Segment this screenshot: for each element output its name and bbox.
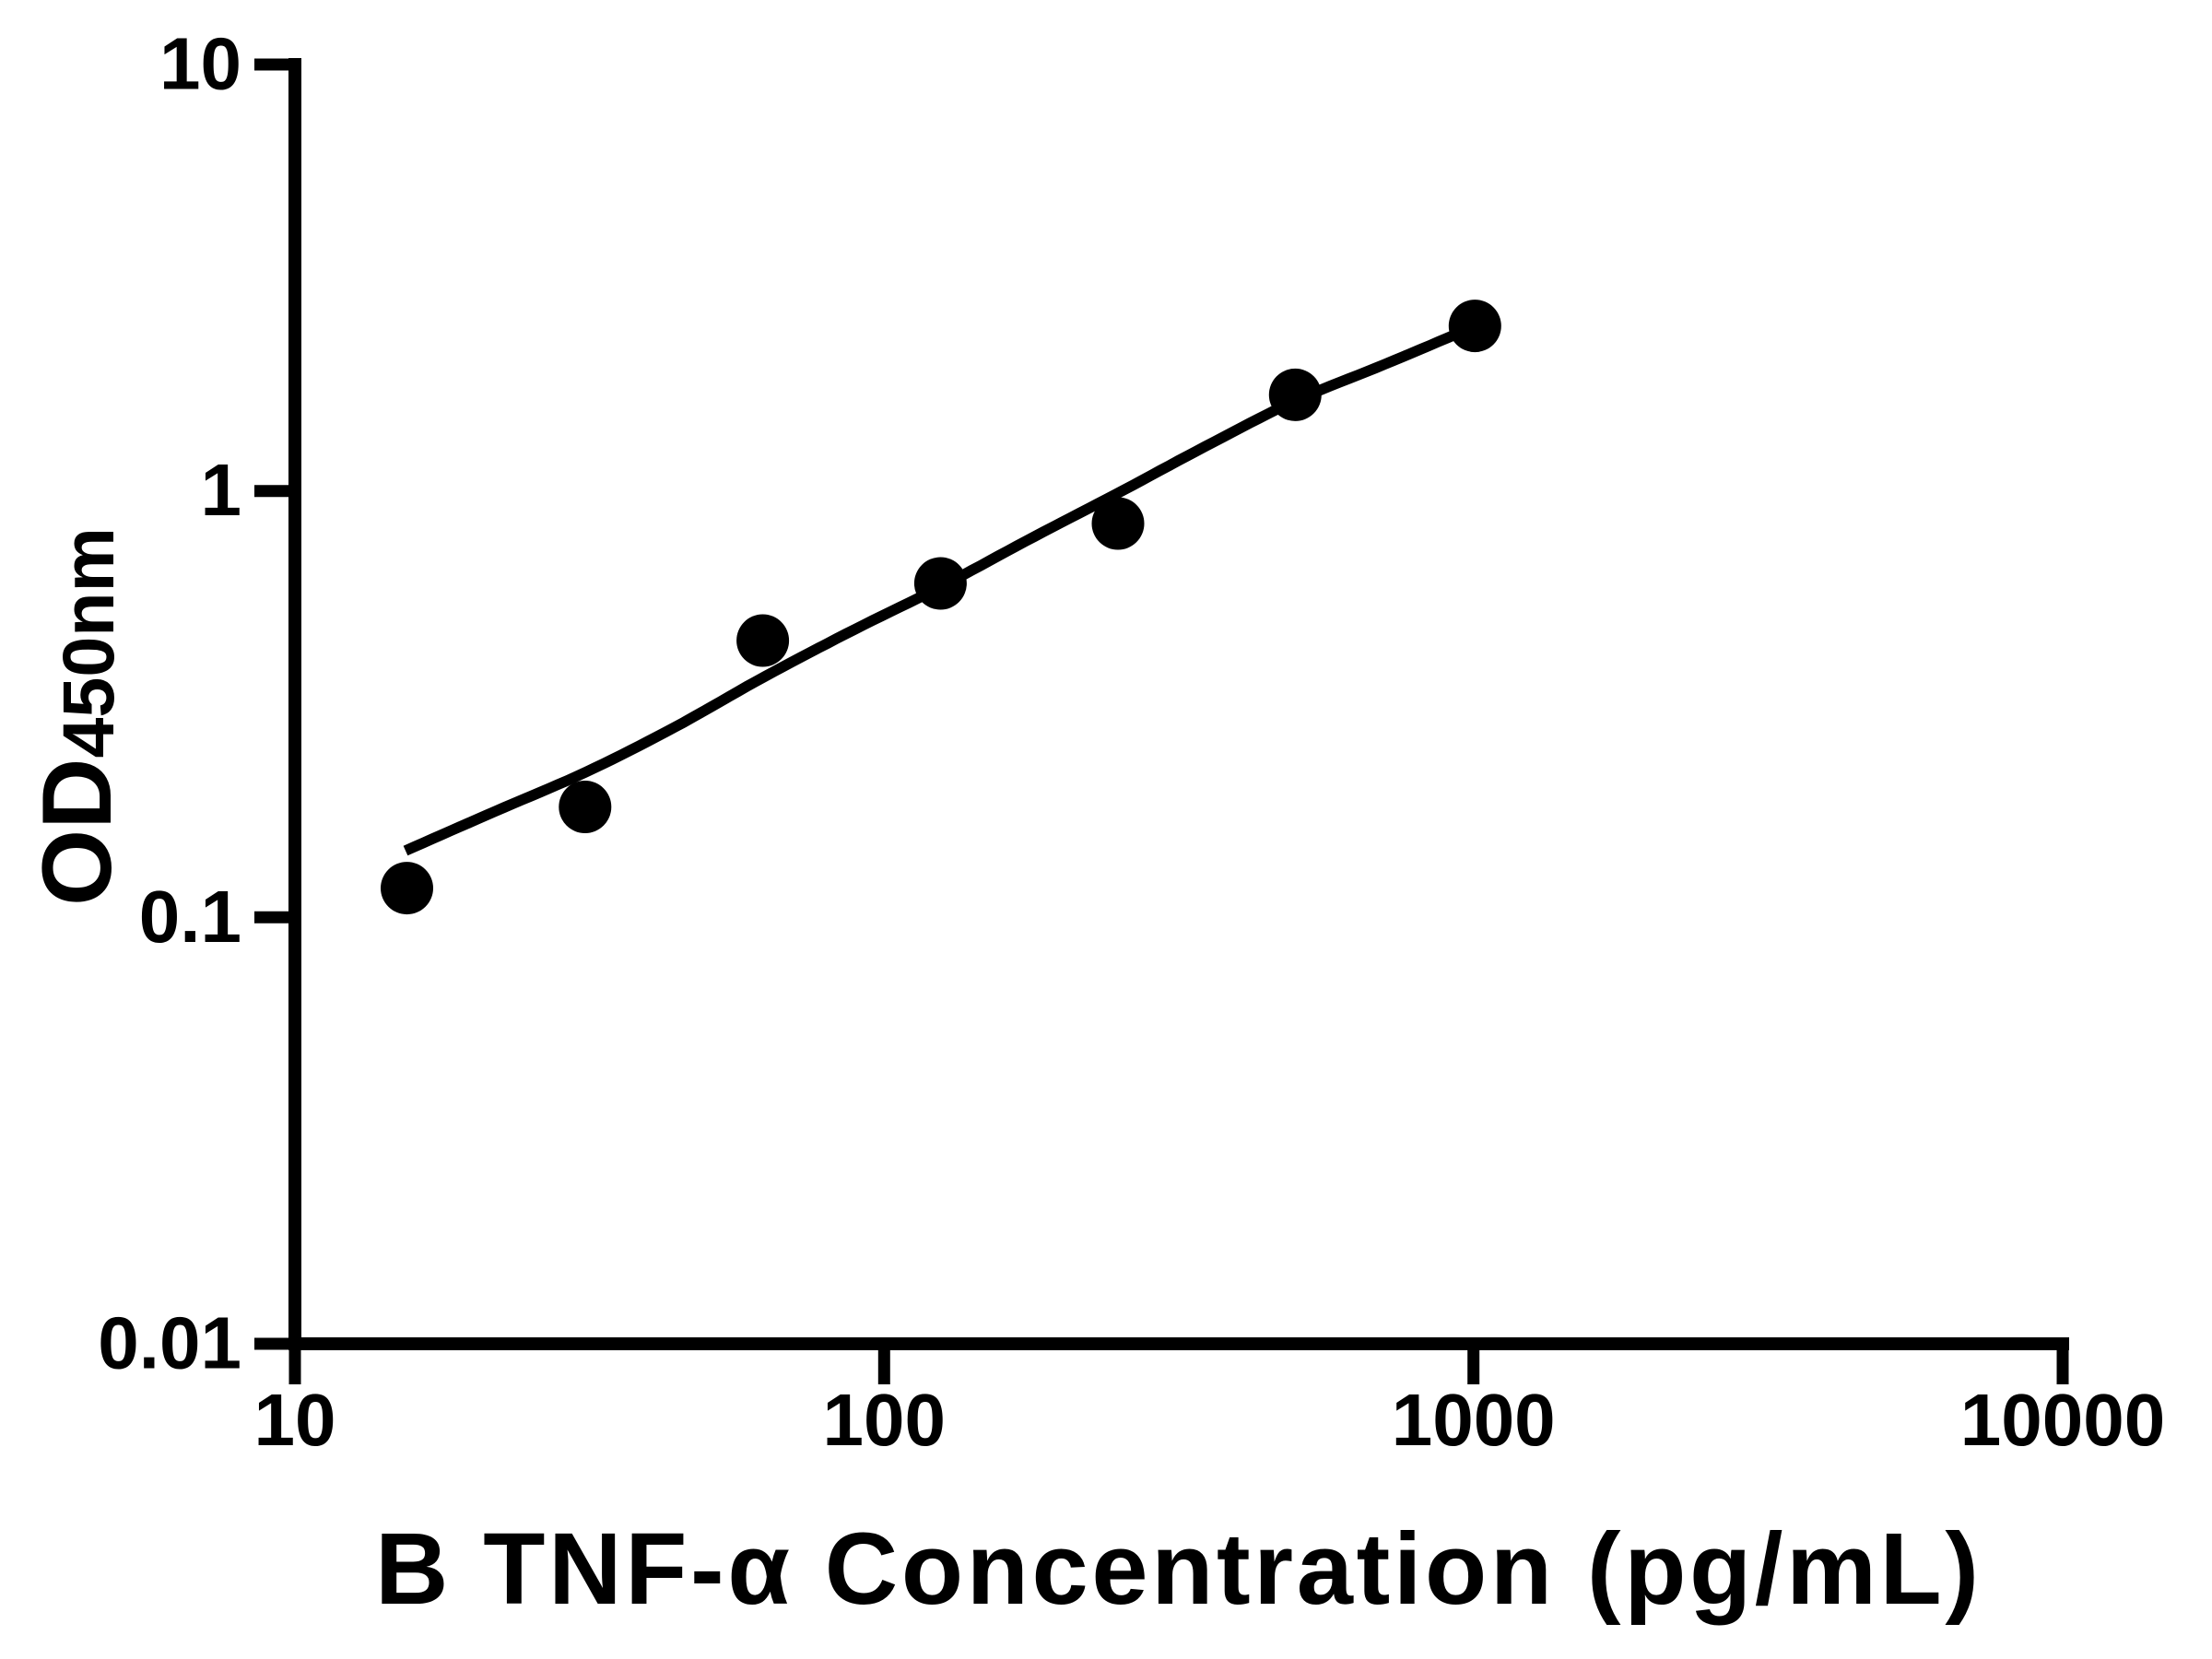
svg-text:B TNF-α Concentration (pg/mL): B TNF-α Concentration (pg/mL): [375, 1512, 1979, 1626]
svg-text:1: 1: [201, 449, 242, 531]
svg-text:10: 10: [254, 1379, 336, 1461]
svg-text:10: 10: [159, 23, 241, 105]
svg-text:100: 100: [823, 1379, 946, 1461]
svg-text:10000: 10000: [1960, 1379, 2165, 1461]
svg-text:0.1: 0.1: [139, 876, 241, 958]
svg-text:1000: 1000: [1392, 1379, 1556, 1461]
svg-text:0.01: 0.01: [98, 1302, 241, 1384]
